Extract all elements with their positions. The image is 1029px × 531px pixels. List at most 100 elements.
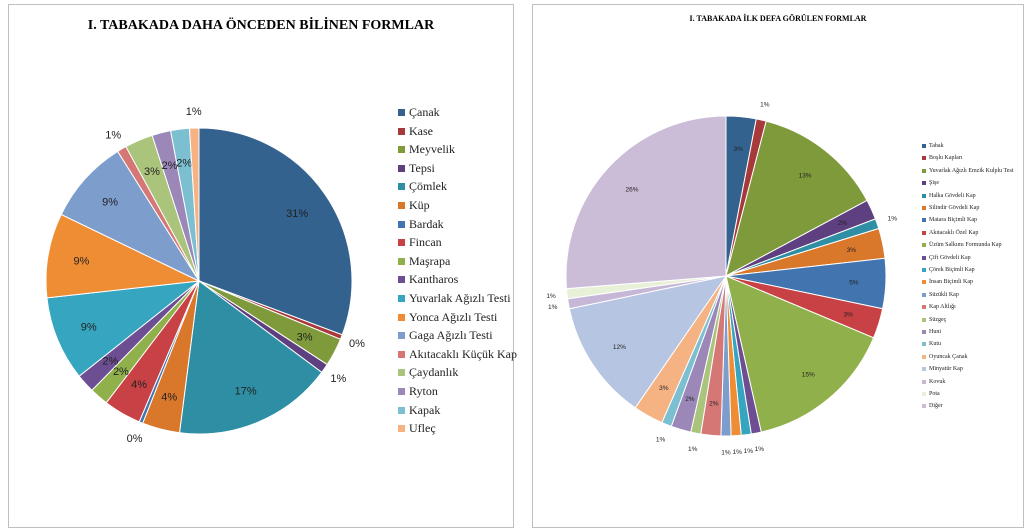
legend-label: Kutu [929, 341, 941, 348]
legend-label: Çömlek [409, 179, 447, 194]
legend-swatch [922, 317, 926, 322]
data-label-huni: 2% [685, 396, 695, 403]
data-label-fincan: 4% [131, 379, 147, 391]
legend-label: Kase [409, 123, 433, 138]
data-label-ift-g-vdeli-kap: 1% [755, 446, 765, 453]
data-label-ak-tacakl-zel-kap: 3% [843, 311, 853, 318]
legend-swatch [922, 268, 926, 272]
legend-swatch [922, 193, 926, 198]
legend-swatch [398, 257, 405, 265]
data-label-k-p: 4% [161, 391, 177, 403]
legend-swatch [398, 350, 405, 358]
legend-label: İnsan Biçimli Kap [929, 279, 973, 286]
legend-swatch [398, 239, 405, 247]
data-label-ryton: 2% [162, 160, 178, 172]
data-label-pota: 1% [546, 293, 556, 300]
legend-label: Huni [929, 329, 941, 335]
legend-swatch [922, 168, 926, 173]
data-label-anak: 31% [286, 208, 308, 220]
legend-swatch [398, 164, 405, 172]
data-label-gaga-a-zl-testi: 9% [102, 196, 118, 208]
pie-slice-gaga-a-zl-testi [60, 150, 201, 283]
legend-swatch [398, 332, 405, 340]
data-label-halka-g-vdeli-kap: 1% [888, 216, 898, 223]
legend-label: Bardak [409, 216, 444, 231]
pie-slice-minyat-r-kap [568, 275, 728, 409]
legend-swatch [922, 280, 926, 285]
legend-swatch [922, 392, 926, 396]
legend-label: Süzükli Kap [929, 291, 959, 298]
legend-swatch [398, 369, 405, 377]
legend-swatch [922, 181, 926, 186]
data-label-bardak: 0% [127, 433, 143, 445]
legend-label: Çörek Biçimli Kap [929, 267, 975, 273]
legend-swatch [922, 144, 926, 148]
pie-slice-di-er [565, 115, 727, 290]
legend-label: Tabak [929, 143, 944, 149]
legend-label: Kovuk [929, 378, 946, 385]
data-label-rek-bi-imli-kap: 1% [744, 448, 754, 455]
data-label-aydanl-k: 3% [144, 166, 160, 178]
legend-swatch [922, 206, 926, 210]
data-label-matara-bi-imli-kap: 5% [849, 279, 859, 286]
pie-chart-known-forms: 31%0%3%1%17%4%0%4%2%2%9%9%9%1%3% 2%2%1% [45, 106, 365, 445]
data-label-bo-lu-kaplar: 1% [760, 102, 770, 109]
legend-label: Kantharos [409, 272, 459, 287]
legend-swatch [922, 230, 926, 235]
legend-label: Yuvarlak Ağızlı Testi [409, 291, 511, 305]
legend-label: Akıtacaklı Özel Kap [929, 229, 979, 236]
legend-label: Çanak [409, 105, 440, 119]
legend-swatch [398, 295, 405, 302]
legend-swatch [398, 276, 405, 284]
data-label-yonca-a-zl-testi: 9% [73, 256, 89, 268]
pie-slice-anak [198, 127, 353, 336]
data-label-meyvelik: 3% [297, 331, 313, 343]
legend-label: Ryton [409, 384, 438, 398]
legend-swatch [922, 354, 926, 359]
legend-label: Meyvelik [409, 142, 455, 157]
chart-panel-first-seen-forms: I. TABAKADA İLK DEFA GÖRÜLEN FORMLAR 3% 1… [532, 4, 1024, 528]
legend-label: Ufleç [409, 421, 436, 436]
data-label-tabak: 3% [733, 146, 743, 153]
legend-label: Üzüm Salkımı Formunda Kap [929, 242, 1002, 249]
data-label-oyuncak-anak: 3% [659, 385, 669, 392]
legend-label: Akıtacaklı Küçük Kap [409, 346, 517, 361]
legend-swatch [398, 406, 405, 414]
data-label-kovuk: 1% [548, 304, 558, 311]
legend-swatch [922, 404, 926, 409]
legend-swatch [398, 202, 405, 209]
legend-swatch [398, 183, 405, 191]
pie-slice-yuvarlak-a-zl-testi [46, 280, 201, 377]
data-label-ak-tacakl-k-k-kap: 1% [105, 129, 121, 141]
legend-label: Çift Gövdeli Kap [929, 254, 971, 261]
legend-label: Tepsi [409, 160, 435, 175]
data-label-kapak: 2% [176, 157, 192, 169]
legend-label: Silindir Gövdeli Kap [929, 205, 980, 211]
legend-label: Oyuncak Çanak [929, 353, 968, 360]
data-label-minyat-r-kap: 12% [613, 344, 626, 351]
legend-label: Diğer [929, 403, 943, 410]
legend-label: Maşrapa [409, 253, 451, 268]
data-label-silindir-g-vdeli-kap: 3% [847, 247, 857, 254]
legend-label: Halka Gövdeli Kap [929, 192, 976, 199]
data-label-i-e: 2% [838, 220, 848, 227]
legend-swatch [922, 342, 926, 347]
data-label-i-nsan-bi-imli-kap: 1% [732, 449, 742, 456]
pie-slice-ufle [188, 127, 200, 282]
data-label-yuvarlak-a-zl-emzik-kulplu-test: 13% [799, 173, 812, 180]
data-label-tepsi: 1% [330, 373, 346, 385]
legend-swatch [922, 292, 926, 297]
legend-label: Fincan [409, 235, 442, 250]
legend-swatch [398, 425, 405, 433]
legend-label: Yonca Ağızlı Testi [409, 309, 498, 324]
legend-label: Kapak [409, 402, 441, 417]
legend-label: Minyatür Kap [929, 366, 963, 373]
pie-slice-z-m-salk-m-formunda-kap [725, 275, 875, 433]
legend-swatch [398, 220, 405, 228]
data-label-di-er: 26% [625, 186, 638, 193]
legend-label: Yuvarlak Ağızlı Emzik Kulplu Test [929, 167, 1014, 174]
legend-swatch [398, 313, 405, 321]
legend-swatch [922, 305, 926, 310]
data-label-mlek: 17% [235, 386, 257, 398]
chart-title: I. TABAKADA DAHA ÖNCEDEN BİLİNEN FORMLAR [87, 18, 435, 33]
